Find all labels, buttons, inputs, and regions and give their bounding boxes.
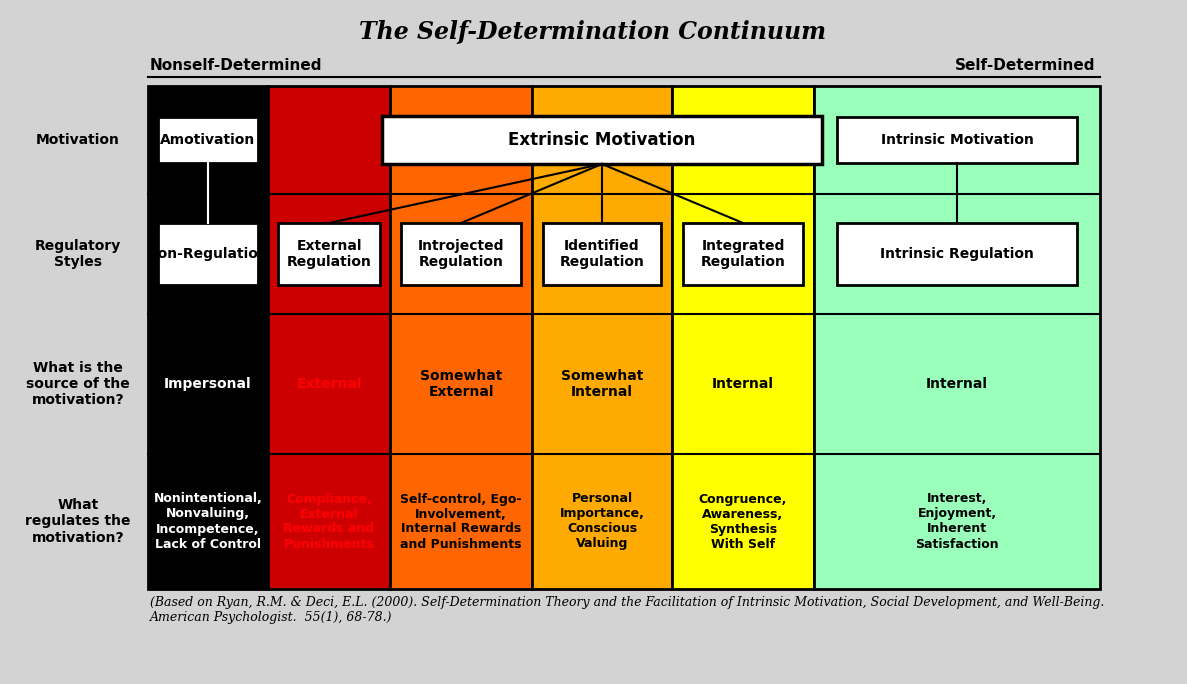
Text: Intrinsic Motivation: Intrinsic Motivation (881, 133, 1034, 147)
Bar (532, 86, 672, 589)
Bar (278, 223, 380, 285)
Text: Personal
Importance,
Conscious
Valuing: Personal Importance, Conscious Valuing (559, 492, 645, 551)
Bar (837, 223, 1077, 285)
Bar (158, 117, 259, 163)
Text: Self-control, Ego-
Involvement,
Internal Rewards
and Punishments: Self-control, Ego- Involvement, Internal… (400, 492, 522, 551)
Text: Internal: Internal (926, 377, 988, 391)
Text: Identified
Regulation: Identified Regulation (559, 239, 645, 269)
Text: Impersonal: Impersonal (164, 377, 252, 391)
Text: Integrated
Regulation: Integrated Regulation (700, 239, 786, 269)
Text: Nonintentional,
Nonvaluing,
Incompetence,
Lack of Control: Nonintentional, Nonvaluing, Incompetence… (153, 492, 262, 551)
Bar (401, 223, 521, 285)
Bar (672, 86, 814, 589)
Text: (Based on Ryan, R.M. & Deci, E.L. (2000). Self-Determination Theory and the Faci: (Based on Ryan, R.M. & Deci, E.L. (2000)… (150, 596, 1104, 624)
Text: Somewhat
External: Somewhat External (420, 369, 502, 399)
Text: Nonself-Determined: Nonself-Determined (150, 59, 323, 73)
Text: Compliance,
External
Rewards and
Punishments: Compliance, External Rewards and Punishm… (284, 492, 375, 551)
Text: Somewhat
Internal: Somewhat Internal (560, 369, 643, 399)
Bar (837, 117, 1077, 163)
Text: Regulatory
Styles: Regulatory Styles (34, 239, 121, 269)
Text: Intrinsic Regulation: Intrinsic Regulation (880, 247, 1034, 261)
Bar (814, 86, 1100, 589)
Text: Non-Regulation: Non-Regulation (147, 247, 269, 261)
Text: What
regulates the
motivation?: What regulates the motivation? (25, 499, 131, 544)
Text: What is the
source of the
motivation?: What is the source of the motivation? (26, 360, 129, 407)
Bar (148, 86, 268, 589)
Text: The Self-Determination Continuum: The Self-Determination Continuum (360, 20, 826, 44)
Text: Motivation: Motivation (36, 133, 120, 147)
Text: External
Regulation: External Regulation (286, 239, 372, 269)
Bar (158, 223, 259, 285)
Text: External: External (297, 377, 362, 391)
Text: Extrinsic Motivation: Extrinsic Motivation (508, 131, 696, 149)
Text: Amotivation: Amotivation (160, 133, 255, 147)
Bar (382, 116, 823, 164)
Bar (544, 223, 661, 285)
Bar (391, 86, 532, 589)
Text: Self-Determined: Self-Determined (954, 59, 1094, 73)
Text: Congruence,
Awareness,
Synthesis
With Self: Congruence, Awareness, Synthesis With Se… (699, 492, 787, 551)
Text: Interest,
Enjoyment,
Inherent
Satisfaction: Interest, Enjoyment, Inherent Satisfacti… (915, 492, 998, 551)
Text: Introjected
Regulation: Introjected Regulation (418, 239, 504, 269)
Text: Internal: Internal (712, 377, 774, 391)
Bar (684, 223, 802, 285)
Bar (268, 86, 391, 589)
